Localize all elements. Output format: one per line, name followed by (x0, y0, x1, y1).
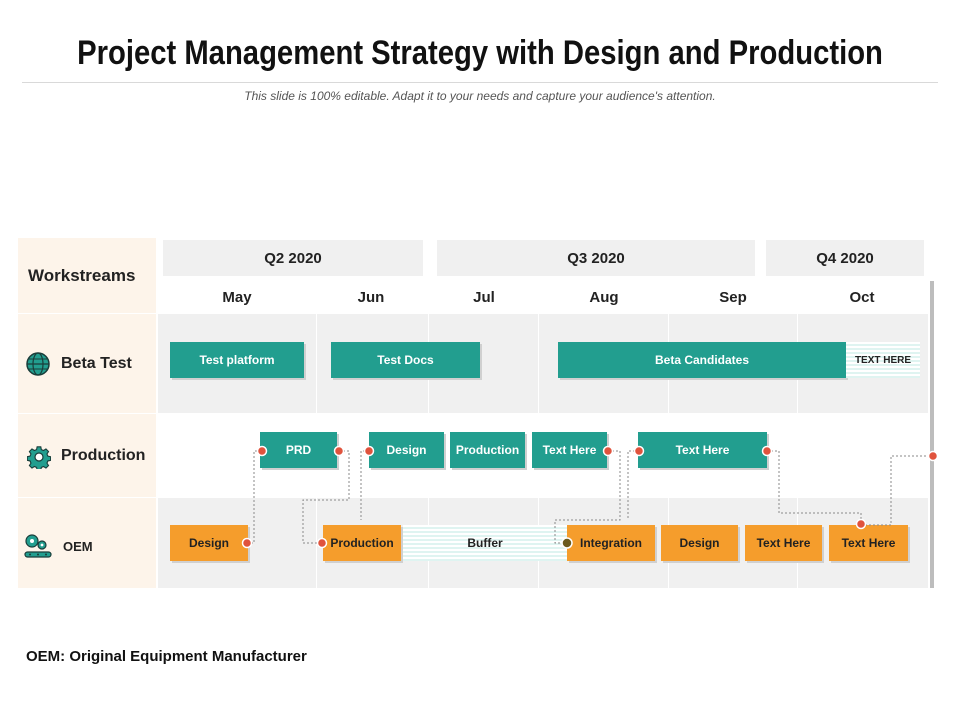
task-test-platform[interactable]: Test platform (170, 342, 304, 378)
quarter-q4: Q4 2020 (766, 240, 924, 276)
workstream-divider (18, 313, 156, 314)
quarter-q3: Q3 2020 (437, 240, 755, 276)
task-oem-design-2[interactable]: Design (661, 525, 738, 561)
task-oem-production[interactable]: Production (323, 525, 401, 561)
task-text-here-production-1[interactable]: Text Here (532, 432, 607, 468)
workstreams-header: Workstreams (28, 266, 136, 285)
month-oct: Oct (849, 289, 875, 306)
workstream-divider (18, 413, 156, 414)
row-label-production: Production (61, 447, 146, 464)
gears-conveyor-icon (24, 533, 52, 564)
task-text-here-production-2[interactable]: Text Here (638, 432, 767, 468)
task-text-here-beta[interactable]: TEXT HERE (846, 342, 920, 378)
task-buffer[interactable]: Buffer (403, 525, 567, 561)
month-sep: Sep (719, 289, 747, 306)
month-aug: Aug (589, 289, 619, 306)
quarter-q2: Q2 2020 (163, 240, 423, 276)
title-divider (22, 82, 938, 83)
month-jun: Jun (357, 289, 385, 306)
task-test-docs[interactable]: Test Docs (331, 342, 480, 378)
task-oem-design[interactable]: Design (170, 525, 248, 561)
month-jul: Jul (473, 289, 495, 306)
task-oem-text-here-2[interactable]: Text Here (829, 525, 908, 561)
globe-icon (26, 352, 50, 381)
footnote: OEM: Original Equipment Manufacturer (26, 648, 307, 665)
task-prd[interactable]: PRD (260, 432, 337, 468)
task-integration[interactable]: Integration (567, 525, 655, 561)
gear-icon (26, 445, 52, 474)
task-production[interactable]: Production (450, 432, 525, 468)
page-subtitle: This slide is 100% editable. Adapt it to… (244, 89, 716, 103)
task-beta-candidates[interactable]: Beta Candidates (558, 342, 846, 378)
task-oem-text-here-1[interactable]: Text Here (745, 525, 822, 561)
task-design-production[interactable]: Design (369, 432, 444, 468)
page-title: Project Management Strategy with Design … (77, 34, 883, 72)
month-may: May (222, 289, 252, 306)
workstream-divider (18, 497, 156, 498)
timeline-end-line (930, 281, 934, 588)
row-label-oem: OEM (63, 539, 93, 554)
row-label-beta-test: Beta Test (61, 355, 132, 372)
